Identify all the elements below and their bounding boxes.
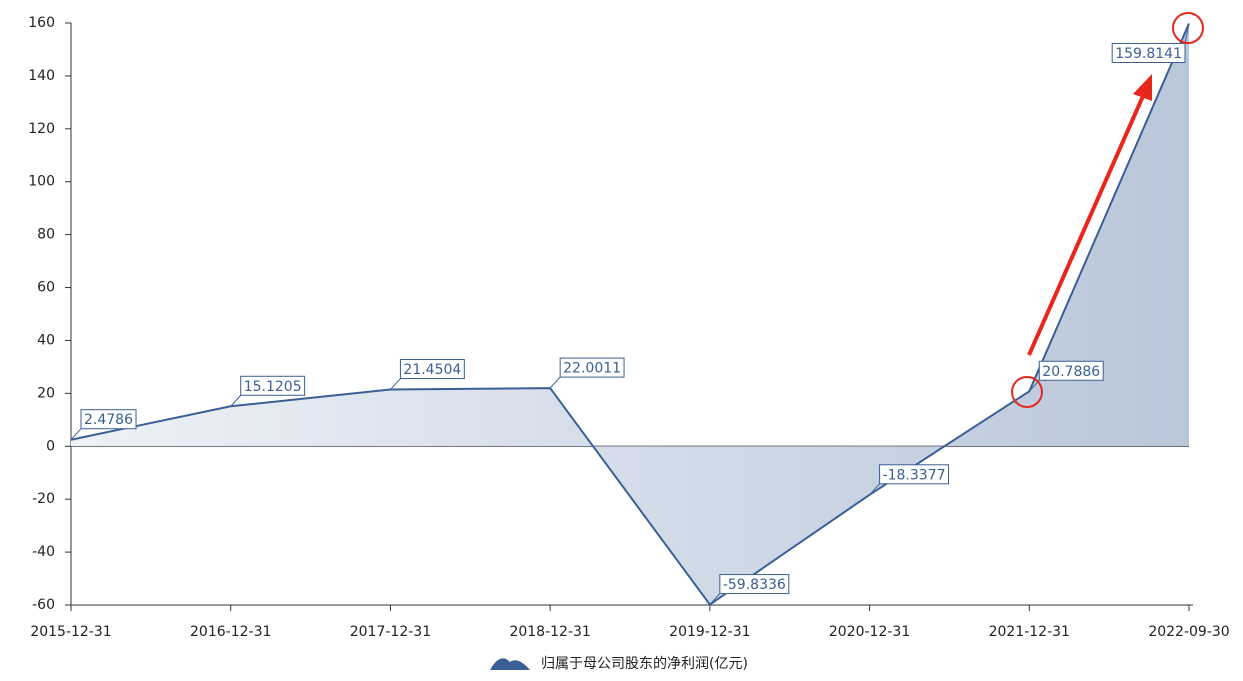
legend: 归属于母公司股东的净利润(亿元) xyxy=(490,655,748,672)
annotations xyxy=(1011,12,1204,408)
y-tick-label: 160 xyxy=(28,15,55,31)
data-label: -18.3377 xyxy=(869,464,950,496)
y-tick-label: 100 xyxy=(28,174,55,190)
x-tick-label: 2020-12-31 xyxy=(829,624,910,640)
annotation-arrow xyxy=(1027,95,1145,356)
data-label: 22.0011 xyxy=(549,357,625,389)
annotation-arrowhead xyxy=(1133,74,1152,101)
x-tick-label: 2021-12-31 xyxy=(989,624,1070,640)
data-label-box xyxy=(719,574,790,595)
data-label-box xyxy=(559,357,625,378)
data-label-box xyxy=(399,359,465,380)
legend-label: 归属于母公司股东的净利润(亿元) xyxy=(541,655,748,672)
x-tick-label: 2018-12-31 xyxy=(509,624,590,640)
data-label-text: 159.8141 xyxy=(1115,46,1182,62)
y-tick-label: -40 xyxy=(32,544,55,560)
y-tick-label: -20 xyxy=(32,491,55,507)
data-label-leader xyxy=(549,376,561,389)
x-tick-label: 2022-09-30 xyxy=(1148,624,1229,640)
data-label-text: 20.7886 xyxy=(1042,364,1100,380)
y-tick-label: 80 xyxy=(37,227,55,243)
x-tick-label: 2015-12-31 xyxy=(30,624,111,640)
data-label-text: 15.1205 xyxy=(244,379,302,395)
data-label-box xyxy=(240,375,306,396)
data-label: 159.8141 xyxy=(1111,23,1190,63)
data-label: -59.8336 xyxy=(709,574,790,605)
y-tick-label: 40 xyxy=(37,332,55,348)
line xyxy=(70,23,1190,606)
x-tick-label: 2016-12-31 xyxy=(190,624,271,640)
data-label: 21.4504 xyxy=(390,359,465,390)
data-label-leader xyxy=(230,394,242,407)
plot: -60 -40 -20 0 20 40 60 80 100 120 140 160 2015-12-31… xyxy=(28,15,1229,672)
data-label-leader xyxy=(390,378,401,390)
y-tick-label: 20 xyxy=(37,385,55,401)
x-tick-label: 2019-12-31 xyxy=(669,624,750,640)
data-label-text: 2.4786 xyxy=(84,412,133,428)
data-label: 15.1205 xyxy=(230,375,306,407)
y-tick-label: 0 xyxy=(46,438,55,454)
data-label-leader xyxy=(1184,23,1190,44)
data-label-box xyxy=(879,464,950,485)
data-label-box xyxy=(1111,42,1186,63)
data-label-leader xyxy=(869,483,880,496)
y-tick-label: 120 xyxy=(28,121,55,137)
data-label-box xyxy=(1038,360,1104,381)
data-label-text: -59.8336 xyxy=(723,577,786,593)
y-tick-label: 60 xyxy=(37,280,55,296)
data-label: 20.7886 xyxy=(1028,360,1104,392)
data-label-text: -18.3377 xyxy=(883,467,946,483)
annotation-circle xyxy=(1011,376,1043,408)
annotation-circle xyxy=(1172,12,1204,44)
data-label-leader xyxy=(70,428,82,441)
data-label-text: 21.4504 xyxy=(403,362,461,378)
y-tick-label: 140 xyxy=(28,68,55,84)
area xyxy=(71,23,1189,605)
legend-icon xyxy=(490,658,530,670)
data-label-box xyxy=(80,409,137,430)
x-tick-label: 2017-12-31 xyxy=(350,624,431,640)
data-label-leader xyxy=(709,593,721,605)
y-tick-label: -60 xyxy=(32,597,55,613)
data-label-text: 22.0011 xyxy=(563,361,621,377)
data-label: 2.4786 xyxy=(70,409,137,441)
